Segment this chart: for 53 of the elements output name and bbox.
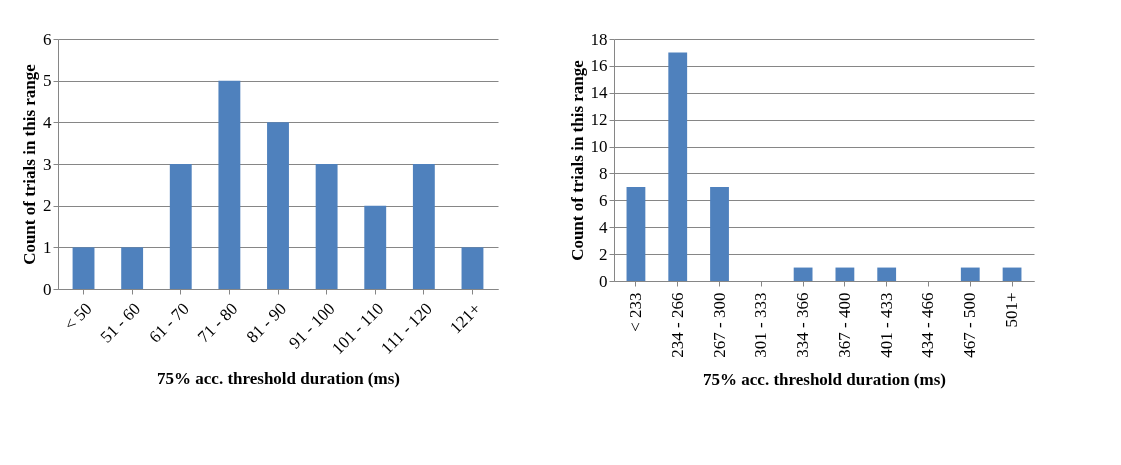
x-tick-label: 61 - 70 [145, 299, 193, 347]
bar [72, 247, 95, 289]
bar [960, 267, 980, 281]
y-tick-label: 2 [599, 244, 608, 264]
y-tick-label: 10 [590, 137, 608, 157]
y-tick-label: 0 [599, 271, 608, 291]
x-tick-label: 367 - 400 [834, 292, 854, 358]
y-tick-label: 14 [590, 83, 608, 103]
bar [121, 247, 144, 289]
x-tick-label: 401 - 433 [876, 292, 896, 358]
y-tick-label: 6 [43, 29, 52, 49]
y-axis-title: Count of trials in this range [567, 59, 587, 261]
y-tick-label: 18 [590, 29, 608, 49]
y-tick-label: 0 [43, 279, 52, 299]
x-tick-label: 334 - 366 [793, 292, 813, 358]
bar [1002, 267, 1022, 281]
x-tick-label: < 50 [60, 299, 96, 335]
bar [315, 164, 338, 289]
y-tick-label: 8 [599, 163, 608, 183]
y-tick-label: 4 [599, 217, 608, 237]
bar [218, 80, 241, 289]
x-tick-label: 467 - 500 [960, 292, 980, 358]
bar [461, 247, 484, 289]
bar [412, 164, 435, 289]
y-tick-label: 16 [590, 56, 608, 76]
y-tick-label: 6 [599, 190, 608, 210]
y-axis-title: Count of trials in this range [20, 63, 39, 265]
y-tick-label: 3 [43, 154, 52, 174]
y-tick-label: 1 [43, 237, 52, 257]
bar [364, 205, 387, 289]
y-tick-label: 5 [43, 71, 52, 91]
bar [668, 52, 688, 281]
bar [835, 267, 855, 281]
x-tick-label: 267 - 300 [709, 292, 729, 358]
x-axis-title: 75% acc. threshold duration (ms) [703, 369, 946, 389]
bar [626, 186, 646, 281]
x-tick-label: 301 - 333 [751, 292, 771, 358]
y-tick-label: 2 [43, 196, 52, 216]
x-tick-label: 234 - 266 [667, 292, 687, 358]
y-tick-label: 12 [590, 110, 608, 130]
x-tick-label: < 233 [625, 292, 645, 332]
bar [169, 164, 192, 289]
bar [793, 267, 813, 281]
x-tick-label: 71 - 80 [193, 299, 242, 347]
bar [877, 267, 897, 281]
x-tick-label: 434 - 466 [918, 292, 938, 358]
bar [710, 186, 729, 281]
x-tick-label: 121+ [446, 299, 485, 338]
x-axis-title: 75% acc. threshold duration (ms) [157, 369, 400, 389]
y-tick-label: 4 [43, 112, 52, 132]
x-tick-label: 51 - 60 [96, 299, 145, 347]
x-tick-label: 501+ [1002, 292, 1022, 328]
bar [267, 122, 289, 289]
